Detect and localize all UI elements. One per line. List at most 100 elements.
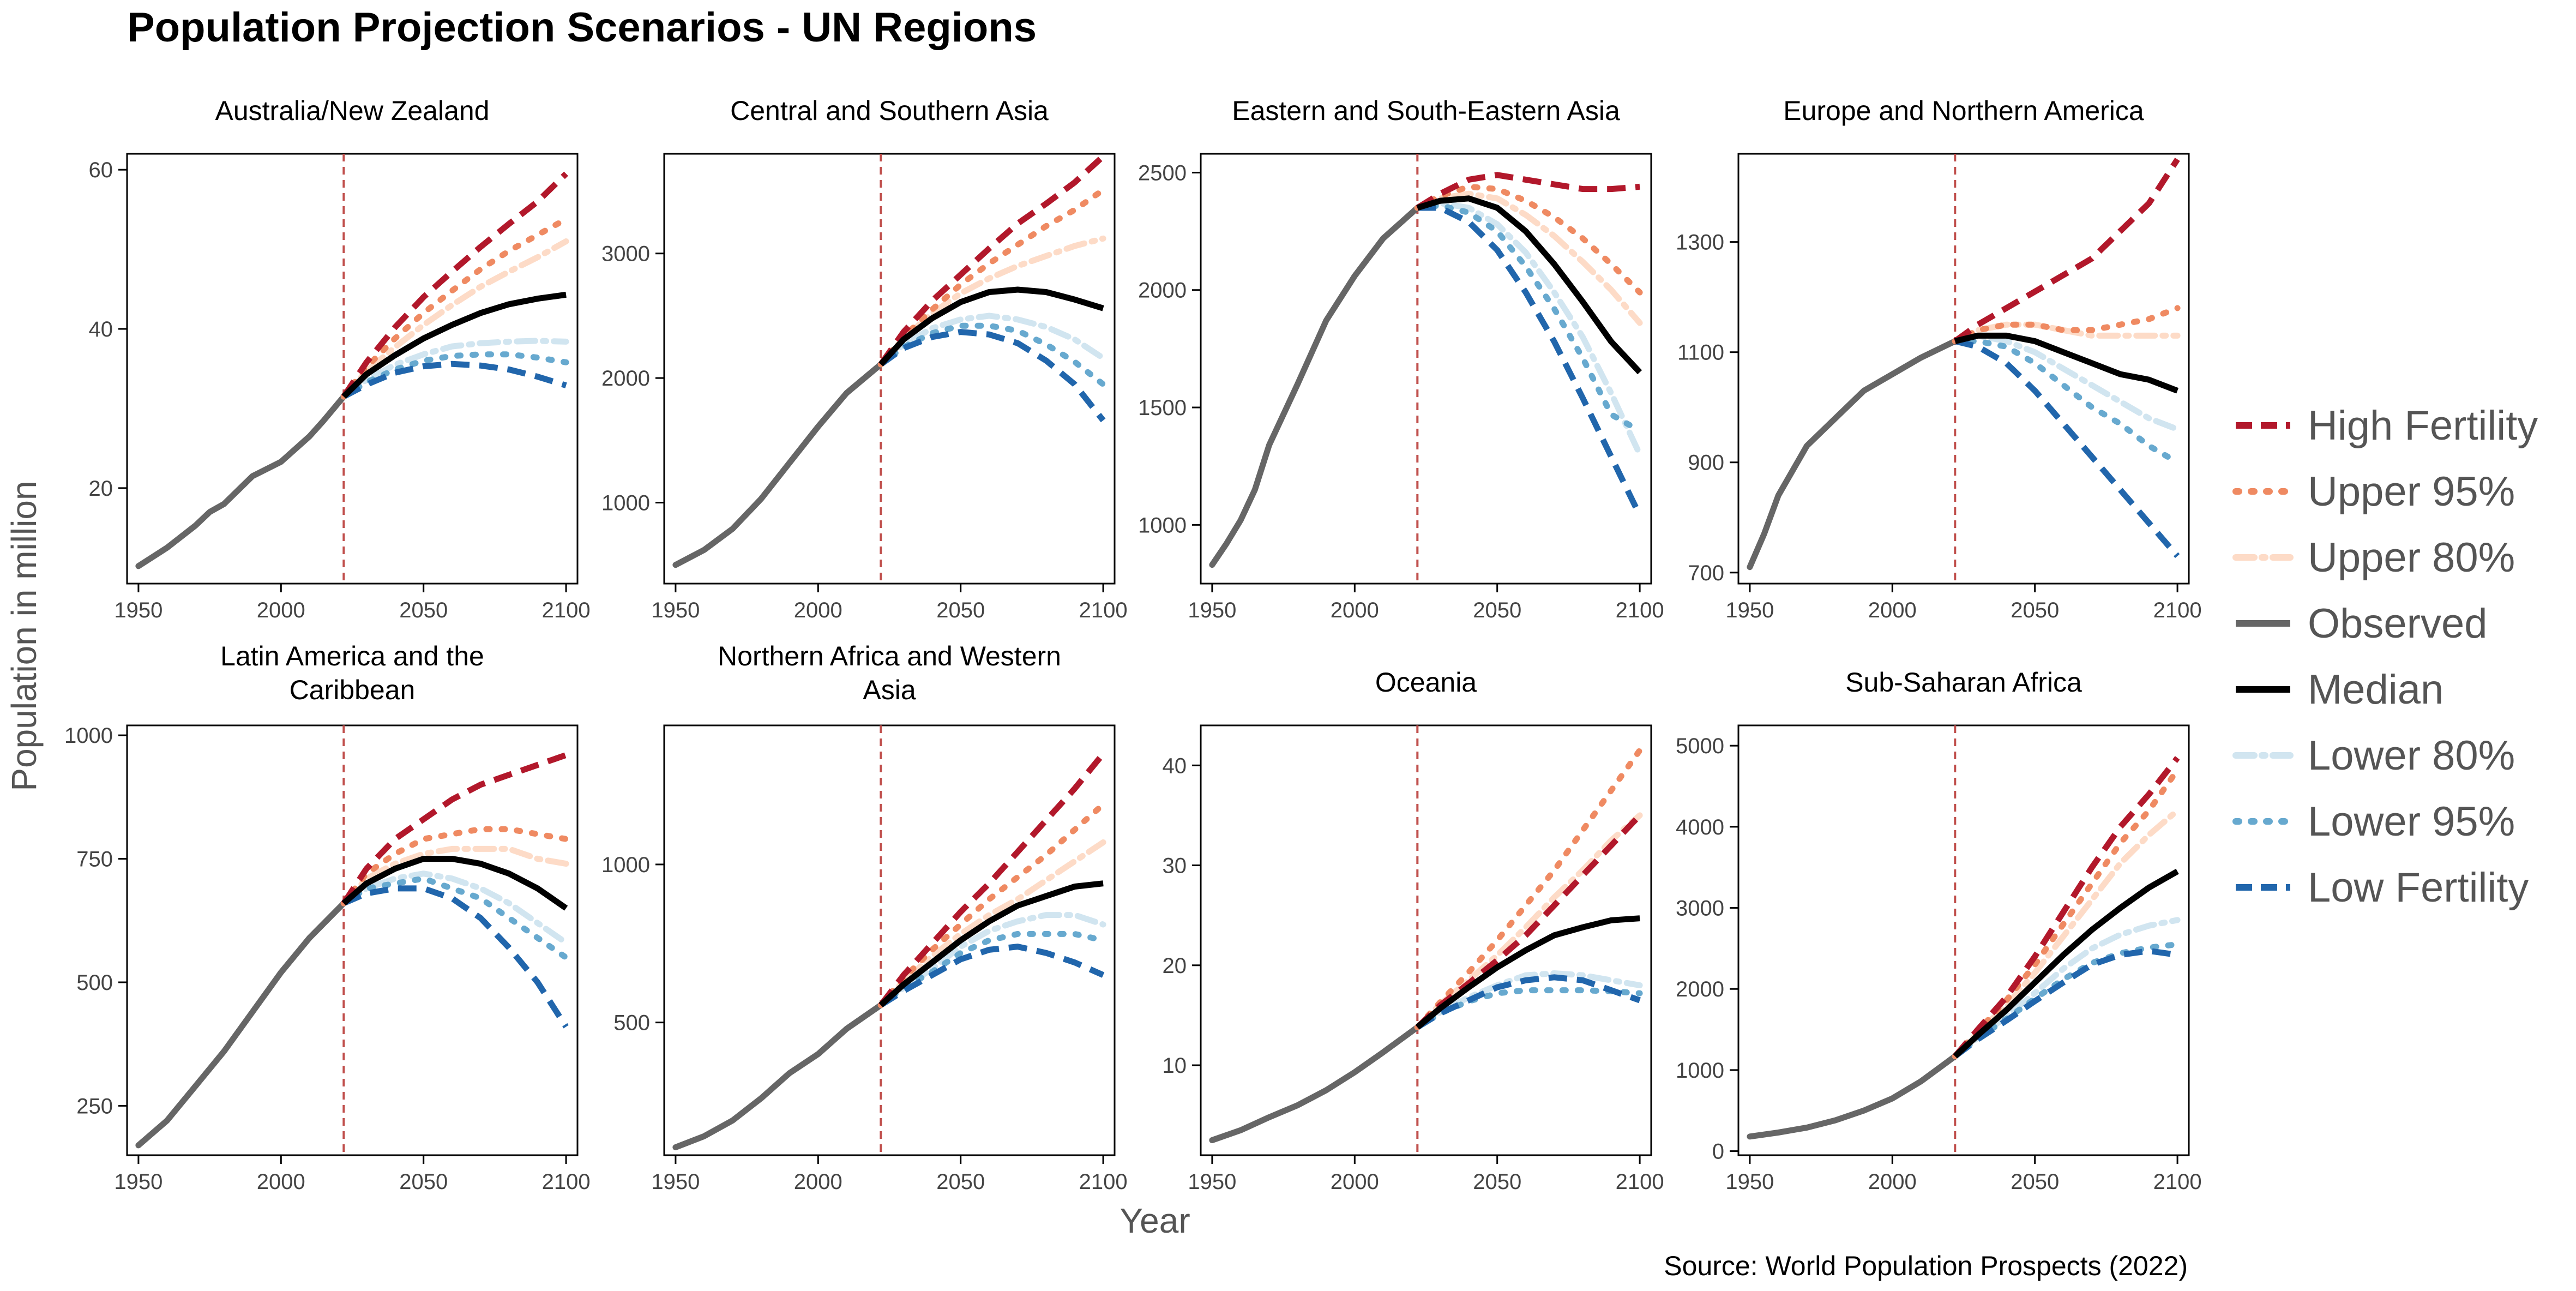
series-high-fertility — [878, 154, 1105, 367]
y-tick-label: 700 — [1688, 561, 1724, 585]
x-tick-label: 2100 — [1079, 598, 1128, 622]
panel-title: Europe and Northern America — [1783, 95, 2144, 126]
y-tick-label: 250 — [76, 1094, 113, 1118]
series-lower-95 — [1414, 202, 1643, 434]
x-tick-label: 1950 — [1188, 1170, 1236, 1194]
series-median — [1416, 195, 1642, 375]
y-tick-label: 20 — [1163, 954, 1187, 978]
series-low-fertility — [879, 329, 1106, 423]
panel-title: Latin America and the Caribbean — [220, 641, 484, 705]
legend-label: Upper 80% — [2308, 535, 2515, 581]
y-tick-label: 2500 — [1138, 161, 1187, 185]
series-observed — [672, 1002, 884, 1150]
series-lower-80 — [340, 870, 569, 946]
x-tick-label: 2050 — [2011, 1170, 2059, 1194]
plot-frame — [1200, 724, 1652, 1156]
panel-northern-africa-and-western-asia: Northern Africa and Western Asia 1950 2000 2… — [601, 641, 1128, 1194]
series-observed — [135, 900, 347, 1149]
legend-item-lower-95: Lower 95% — [2232, 798, 2515, 845]
y-tick-label: 30 — [1163, 854, 1187, 878]
panel-title: Eastern and South-Eastern Asia — [1232, 95, 1620, 126]
legend-item-upper-95: Upper 95% — [2232, 469, 2515, 515]
x-tick-label: 2050 — [936, 598, 985, 622]
legend-item-high-fertility: High Fertility — [2236, 403, 2538, 449]
x-tick-label: 1950 — [1188, 598, 1236, 622]
x-tick-label: 2000 — [1868, 1170, 1917, 1194]
y-tick-label: 20 — [89, 477, 113, 501]
y-tick-label: 40 — [89, 317, 113, 341]
x-tick-label: 2000 — [257, 1170, 305, 1194]
x-tick-label: 2100 — [542, 598, 591, 622]
series-observed — [672, 361, 884, 568]
series-lower-80 — [1414, 200, 1643, 458]
y-tick-label: 1500 — [1138, 396, 1187, 420]
panel-australia-new-zealand: Australia/New Zealand 1950 2000 2050 2100 20 4… — [89, 95, 591, 622]
x-tick-label: 2000 — [794, 598, 842, 622]
y-tick-label: 2000 — [1138, 279, 1187, 303]
series-upper-95 — [877, 187, 1106, 368]
y-tick-label: 500 — [613, 1011, 650, 1035]
x-tick-label: 2000 — [257, 598, 305, 622]
y-tick-label: 500 — [76, 971, 113, 995]
x-tick-label: 1950 — [114, 1170, 162, 1194]
series-median — [878, 286, 1104, 367]
series-lower-95 — [1952, 338, 2181, 466]
x-tick-label: 1950 — [651, 598, 700, 622]
y-tick-label: 1300 — [1676, 231, 1724, 255]
plot-frame — [126, 724, 579, 1156]
legend-label: High Fertility — [2308, 403, 2538, 449]
panel-title: Sub-Saharan Africa — [1845, 667, 2082, 698]
series-low-fertility — [342, 885, 569, 1029]
panels-group: Australia/New Zealand 1950 2000 2050 2100 20 4… — [64, 95, 2202, 1194]
y-tick-label: 1000 — [1676, 1059, 1724, 1083]
series-lower-80 — [877, 313, 1106, 368]
x-tick-label: 2050 — [2011, 598, 2059, 622]
y-tick-label: 900 — [1688, 451, 1724, 475]
x-tick-label: 1950 — [1725, 598, 1774, 622]
series-lower-95 — [877, 322, 1106, 388]
legend-label: Lower 95% — [2308, 798, 2515, 845]
panel-title: Northern Africa and Western Asia — [718, 641, 1061, 705]
y-tick-label: 2000 — [601, 367, 650, 391]
y-tick-label: 1000 — [601, 491, 650, 515]
panel-title: Central and Southern Asia — [730, 95, 1049, 126]
series-high-fertility — [1953, 158, 2180, 344]
y-tick-label: 60 — [89, 158, 113, 182]
plot-frame — [126, 153, 579, 585]
y-tick-label: 1100 — [1677, 341, 1724, 365]
series-observed — [1747, 338, 1958, 571]
x-tick-label: 2050 — [399, 1170, 448, 1194]
series-low-fertility — [1954, 338, 2180, 559]
panel-eastern-and-south-eastern-asia: Eastern and South-Eastern Asia 1950 2000 20… — [1138, 95, 1664, 622]
series-upper-80 — [340, 845, 569, 906]
series-median — [341, 856, 568, 911]
x-tick-label: 2100 — [2153, 598, 2202, 622]
x-tick-label: 2100 — [2153, 1170, 2202, 1194]
series-median — [341, 291, 567, 399]
plot-frame — [663, 153, 1116, 585]
series-high-fertility — [1953, 756, 2180, 1059]
x-tick-label: 1950 — [651, 1170, 700, 1194]
y-tick-label: 3000 — [601, 242, 650, 266]
series-low-fertility — [1416, 974, 1641, 1030]
series-upper-95 — [340, 826, 569, 906]
series-upper-95 — [1414, 183, 1643, 296]
x-tick-label: 1950 — [1725, 1170, 1774, 1194]
x-axis-label: Year — [1120, 1201, 1190, 1240]
series-observed — [1209, 1024, 1421, 1143]
y-tick-label: 750 — [76, 848, 113, 872]
series-observed — [135, 393, 347, 569]
legend-label: Lower 80% — [2308, 732, 2515, 779]
series-lower-80 — [1952, 332, 2181, 433]
y-tick-label: 5000 — [1676, 734, 1724, 758]
x-tick-label: 2000 — [1331, 1170, 1379, 1194]
series-median — [878, 880, 1104, 1007]
y-tick-label: 3000 — [1676, 897, 1724, 921]
series-low-fertility — [1417, 205, 1643, 517]
series-lower-95 — [1952, 941, 2181, 1060]
plot-frame — [1737, 724, 2190, 1156]
series-upper-95 — [340, 216, 569, 400]
series-upper-95 — [1952, 767, 2181, 1060]
series-upper-80 — [340, 238, 569, 400]
